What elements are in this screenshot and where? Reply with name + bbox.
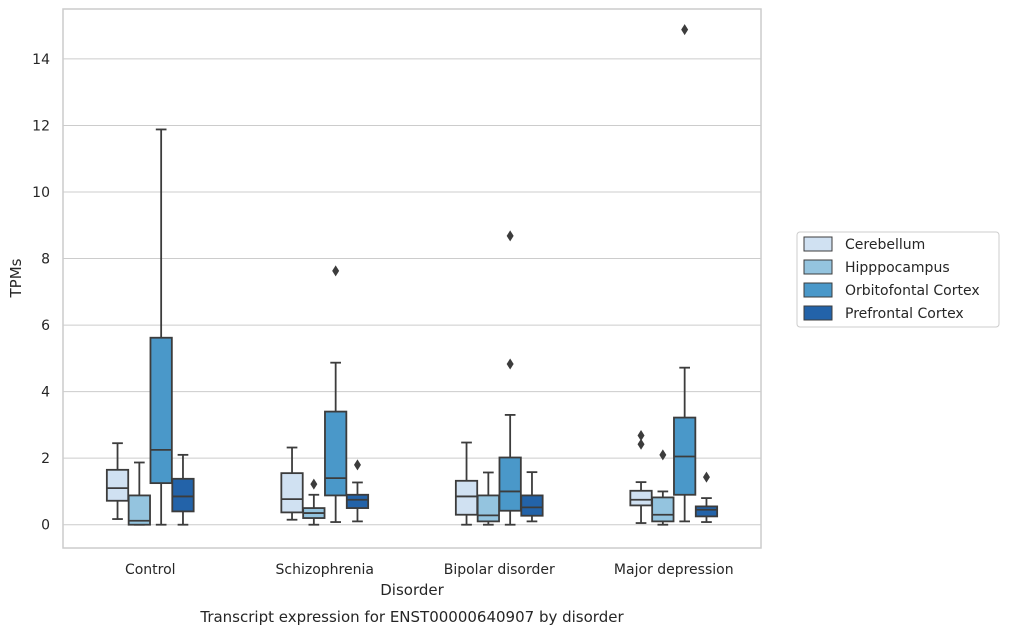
outlier-point	[332, 265, 340, 277]
legend-swatch	[803, 282, 833, 298]
box-cerebellum	[454, 441, 479, 526]
y-tick-labels: 0 2 4 6 8 10 12 14	[32, 52, 50, 534]
iqr-box	[651, 496, 675, 523]
box-prefrontal-cortex	[345, 459, 370, 523]
box-orbitofontal-cortex	[673, 24, 697, 523]
outlier-point	[310, 478, 318, 490]
outlier-point	[681, 24, 689, 36]
box-prefrontal-cortex	[520, 471, 544, 523]
box-orbitofontal-cortex	[149, 128, 173, 526]
iqr-box	[498, 456, 522, 512]
y-axis-title: TPMs	[7, 258, 25, 298]
box-hipppocampus	[476, 471, 500, 526]
box-cerebellum	[105, 442, 130, 520]
iqr-box	[345, 493, 370, 509]
outlier-point	[506, 358, 514, 370]
y-tick-label: 8	[41, 252, 50, 268]
y-tick-label: 4	[41, 385, 50, 401]
y-tick-label: 14	[32, 52, 50, 68]
outlier-point	[702, 471, 710, 483]
box-groups	[105, 24, 719, 526]
x-tick-label: Major depression	[614, 562, 734, 578]
box-prefrontal-cortex	[171, 453, 195, 526]
legend-label: Cerebellum	[845, 237, 925, 253]
iqr-box	[127, 494, 151, 526]
iqr-box	[149, 336, 173, 485]
iqr-box	[454, 479, 479, 516]
box-orbitofontal-cortex	[324, 265, 348, 523]
box-orbitofontal-cortex	[498, 230, 522, 526]
legend-label: Hipppocampus	[845, 260, 950, 276]
y-tick-label: 2	[41, 451, 50, 467]
gridlines	[63, 58, 761, 526]
iqr-box	[105, 468, 130, 502]
iqr-box	[476, 494, 500, 523]
iqr-box	[324, 410, 348, 497]
outlier-point	[659, 449, 667, 461]
x-tick-label: Bipolar disorder	[444, 562, 555, 578]
iqr-box	[629, 489, 653, 507]
legend-label: Prefrontal Cortex	[845, 306, 964, 322]
x-tick-label: Schizophrenia	[276, 562, 374, 578]
legend-swatch	[803, 305, 833, 321]
legend: Cerebellum Hipppocampus Orbitofontal Corte…	[796, 231, 1000, 328]
outlier-point	[637, 430, 645, 442]
iqr-box	[171, 477, 195, 513]
y-tick-label: 6	[41, 318, 50, 334]
x-axis-title: Disorder	[380, 581, 444, 599]
plot-area-frame	[62, 8, 762, 549]
legend-frame	[796, 231, 1000, 328]
box-cerebellum	[280, 446, 304, 521]
legend-swatch	[803, 259, 833, 275]
iqr-box	[694, 505, 719, 518]
iqr-box	[280, 472, 304, 514]
legend-swatch	[803, 236, 833, 252]
outlier-point	[353, 459, 361, 471]
y-tick-label: 10	[32, 185, 50, 201]
y-tick-label: 12	[32, 118, 50, 134]
box-prefrontal-cortex	[694, 471, 719, 523]
legend-label: Orbitofontal Cortex	[845, 283, 980, 299]
outlier-point	[506, 230, 514, 242]
box-hipppocampus	[127, 461, 151, 526]
box-hipppocampus	[651, 449, 675, 526]
iqr-box	[520, 494, 544, 517]
x-tick-label: Control	[125, 562, 176, 578]
y-tick-label: 0	[41, 518, 50, 534]
box-hipppocampus	[302, 478, 326, 526]
x-tick-labels: Control Schizophrenia Bipolar disorder Majo…	[125, 562, 734, 578]
figure-caption: Transcript expression for ENST0000064090…	[199, 608, 624, 626]
box-cerebellum	[629, 430, 653, 524]
outlier-point	[637, 438, 645, 450]
